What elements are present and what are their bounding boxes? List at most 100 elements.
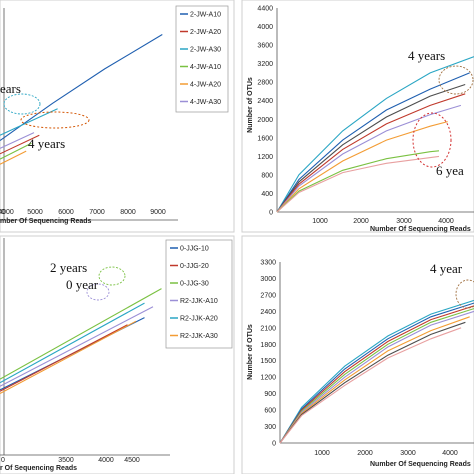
x-tick-label: 8000 <box>120 209 136 216</box>
series-line-2-JW-A30 <box>0 108 58 136</box>
series-line-2-JW-A10 <box>0 34 163 141</box>
legend-label: 0-JJG-30 <box>180 281 209 288</box>
x-tick-label: 3500 <box>58 457 74 464</box>
y-tick-label: 2100 <box>260 325 276 332</box>
annotation-ellipse <box>20 111 90 129</box>
y-tick-label: 2000 <box>257 117 273 124</box>
annotation-ellipse <box>3 93 41 115</box>
annotation-label: 2 years <box>50 260 87 275</box>
series-line-4-JW-A20 <box>0 150 27 165</box>
y-tick-label: 3300 <box>260 260 276 267</box>
y-tick-label: 2400 <box>257 98 273 105</box>
x-tick-label: 2000 <box>353 218 369 225</box>
y-tick-label: 3200 <box>257 61 273 68</box>
y-tick-label: 3000 <box>260 276 276 283</box>
chart-top-right: 0 400 800 1200 1600 2000 2400 2800 3200 3600 4000 4… <box>247 6 474 233</box>
series-line-series-6 <box>279 316 470 444</box>
series-line-series-8 <box>276 155 440 213</box>
series-line-series-1 <box>276 56 474 213</box>
y-tick-label: 1800 <box>260 342 276 349</box>
x-tick-label: 4000 <box>0 209 14 216</box>
y-tick-label: 2400 <box>260 309 276 316</box>
legend-label: 0-JJG-20 <box>180 263 209 270</box>
annotation-ellipse <box>412 112 452 168</box>
x-axis-label: r Of Sequencing Reads <box>0 465 77 472</box>
series-line-series-8 <box>279 327 462 444</box>
legend-box <box>175 5 229 113</box>
series-line-series-4 <box>276 93 466 213</box>
y-axis-label: Number of OTUs <box>247 324 254 380</box>
legend: 0-JJG-10 0-JJG-20 0-JJG-30 R2-JJK-A10 R2-JJK… <box>165 239 233 349</box>
x-tick-label: 3000 <box>396 218 412 225</box>
x-axis-label: Number Of Sequencing Reads <box>370 226 471 233</box>
y-tick-label: 300 <box>264 424 276 431</box>
x-axis-label: Number Of Sequencing Reads <box>370 461 471 468</box>
series-line-4-JW-A30 <box>0 132 35 149</box>
panel-frame <box>241 235 474 474</box>
legend-label: 4-JW-A10 <box>190 64 221 71</box>
x-tick-label: 0 <box>1 209 5 216</box>
annotation-ellipse <box>98 266 126 286</box>
legend: 2-JW-A10 2-JW-A20 2-JW-A30 4-JW-A10 4-JW-A20… <box>175 5 229 113</box>
series-line-series-6 <box>276 121 448 213</box>
series-line-R2-JJK-A20 <box>0 302 145 384</box>
chart-top-left: 4000 5000 6000 7000 8000 9000 0 mber Of Sequenc… <box>0 5 229 225</box>
y-tick-label: 4000 <box>257 24 273 31</box>
y-tick-label: 0 <box>272 441 276 448</box>
annotation-label: 0 year <box>66 277 99 292</box>
x-tick-label: 4000 <box>438 218 454 225</box>
series-line-series-3 <box>276 83 466 213</box>
y-tick-label: 800 <box>261 172 273 179</box>
legend-label: 2-JW-A10 <box>190 12 221 19</box>
legend-label: 4-JW-A20 <box>190 82 221 89</box>
series-line-series-7 <box>279 321 466 444</box>
annotation-label: 4 years <box>28 136 65 151</box>
series-line-series-1 <box>279 299 474 444</box>
x-tick-label: 7000 <box>89 209 105 216</box>
chart-bottom-right: 0 300 600 900 1200 1500 1800 2100 2400 2700 3000 33… <box>247 260 474 468</box>
x-axis-label: mber Of Sequencing Reads <box>0 218 92 225</box>
y-tick-label: 0 <box>269 210 273 217</box>
annotation-label: 4 year <box>430 261 463 276</box>
x-tick-label: 3000 <box>400 450 416 457</box>
legend-label: 4-JW-A30 <box>190 99 221 106</box>
panel-frame <box>241 0 474 233</box>
y-tick-label: 2700 <box>260 292 276 299</box>
series-line-R2-JJK-A30 <box>0 320 137 394</box>
legend-label: R2-JJK-A30 <box>180 333 218 340</box>
legend-label: 2-JW-A20 <box>190 29 221 36</box>
x-tick-label: 0 <box>1 457 5 464</box>
series-line-series-2 <box>276 72 470 213</box>
legend-label: R2-JJK-A10 <box>180 298 218 305</box>
x-tick-label: 9000 <box>150 209 166 216</box>
x-tick-label: 6000 <box>58 209 74 216</box>
chart-bottom-left: 3500 4000 4500 0r Of Sequencing Reads 0-JJG-… <box>0 238 233 472</box>
x-tick-label: 1000 <box>314 450 330 457</box>
y-axis-label: Number of OTUs <box>247 77 254 133</box>
x-tick-label: 4000 <box>442 450 458 457</box>
y-tick-label: 1200 <box>260 375 276 382</box>
legend-label: 2-JW-A30 <box>190 47 221 54</box>
y-tick-label: 1500 <box>260 358 276 365</box>
series-line-R2-JJK-A10 <box>0 306 154 387</box>
y-tick-label: 3600 <box>257 43 273 50</box>
y-tick-label: 2800 <box>257 80 273 87</box>
series-line-0-JJG-30 <box>0 288 162 380</box>
annotation-ellipse <box>86 283 110 301</box>
y-tick-label: 400 <box>261 191 273 198</box>
y-tick-label: 900 <box>264 391 276 398</box>
legend-label: 0-JJG-10 <box>180 246 209 253</box>
annotation-ellipse <box>438 65 474 95</box>
legend-box <box>165 239 233 349</box>
series-line-0-JJG-20 <box>0 324 128 392</box>
annotation-label: 4 years <box>408 48 445 63</box>
annotation-label: 6 yea <box>436 163 464 178</box>
y-tick-label: 1600 <box>257 135 273 142</box>
series-line-4-JW-A10 <box>0 142 32 160</box>
x-tick-label: 2000 <box>357 450 373 457</box>
x-tick-label: 1000 <box>312 218 328 225</box>
x-tick-label: 5000 <box>27 209 43 216</box>
y-tick-label: 1200 <box>257 154 273 161</box>
annotation-ellipse <box>455 279 474 309</box>
y-tick-label: 4400 <box>257 6 273 13</box>
